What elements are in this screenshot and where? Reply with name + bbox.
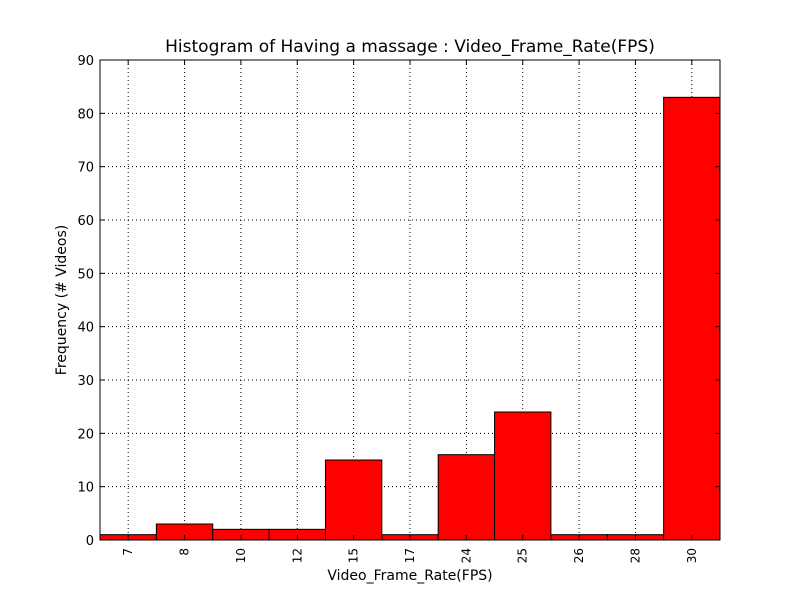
x-tick-label: 7: [121, 548, 135, 556]
y-axis-label: Frequency (# Videos): [54, 225, 70, 375]
x-axis-ticks: 7 8 10 12 15 17 24 25 26 28 30: [121, 60, 699, 563]
bar-25: [494, 411, 552, 541]
y-tick-label: 50: [77, 267, 94, 282]
y-tick-label: 10: [77, 481, 94, 496]
y-tick-label: 70: [77, 161, 94, 176]
x-tick-label: 25: [516, 548, 530, 563]
bar-15: [324, 459, 383, 541]
x-tick-label: 8: [178, 548, 192, 556]
y-tick-label: 60: [77, 214, 94, 229]
x-tick-label: 28: [628, 548, 642, 563]
bar-30: [663, 96, 721, 541]
x-tick-label: 17: [403, 548, 417, 563]
bar-24: [437, 454, 496, 541]
x-tick-label: 30: [685, 548, 699, 563]
x-tick-label: 12: [290, 548, 304, 563]
y-tick-label: 40: [77, 321, 94, 336]
x-tick-label: 26: [572, 548, 586, 563]
x-tick-label: 24: [459, 548, 473, 563]
y-axis-ticks: 0 10 20 30 40 50 60 70 80 90: [77, 54, 720, 549]
x-tick-label: 15: [347, 548, 361, 563]
y-tick-label: 0: [86, 534, 94, 549]
y-tick-label: 20: [77, 427, 94, 442]
x-tick-label: 10: [234, 548, 248, 563]
x-axis-label: Video_Frame_Rate(FPS): [327, 568, 492, 584]
y-tick-label: 30: [77, 374, 94, 389]
y-tick-label: 90: [77, 54, 94, 69]
y-tick-label: 80: [77, 107, 94, 122]
chart-title: Histogram of Having a massage : Video_Fr…: [165, 37, 655, 57]
